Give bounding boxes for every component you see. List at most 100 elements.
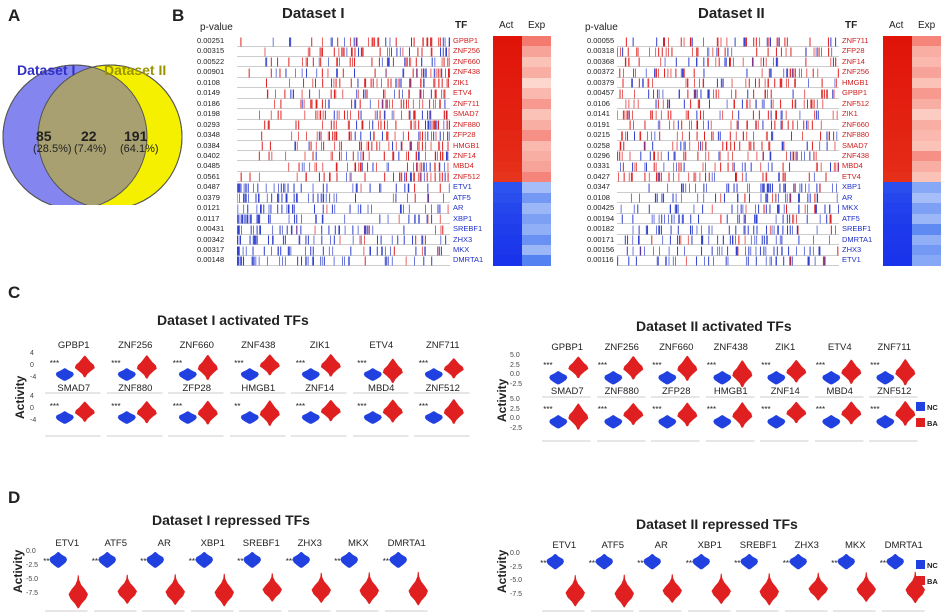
violin-ba — [262, 573, 282, 602]
pvalue-cell: 0.00372 — [587, 67, 615, 77]
violin-tf-label: ZFP28 — [182, 383, 211, 394]
venn-count-overlap: 22 — [81, 128, 97, 144]
violin-nc — [876, 371, 895, 385]
violin-nc — [712, 371, 731, 385]
act-cell — [493, 255, 522, 267]
tf-name: ATF5 — [842, 213, 860, 223]
violin-nc — [301, 368, 320, 381]
act-cell — [493, 140, 522, 152]
act-cell — [883, 88, 912, 100]
barcode-strip — [617, 225, 839, 235]
violin-plot — [705, 402, 754, 442]
y-tick-label: 4 — [30, 393, 34, 400]
significance-label: *** — [140, 557, 150, 566]
violin-plot — [336, 552, 379, 612]
barcode-strip — [617, 193, 839, 203]
barcode-strip — [237, 99, 450, 109]
violin-ba — [565, 575, 585, 607]
tf-name: ZHX3 — [453, 234, 473, 244]
tf-name: ZNF660 — [453, 56, 481, 66]
tf-name: ETV1 — [842, 255, 861, 265]
violin-plot — [142, 552, 185, 612]
pvalue-cell: 0.0331 — [587, 161, 610, 171]
violin-plot — [45, 401, 101, 437]
violin-ba — [136, 401, 157, 424]
tf-name: GPBP1 — [842, 88, 868, 98]
pvalue-cell: 0.00522 — [197, 56, 225, 66]
violin-tf-label: GPBP1 — [57, 340, 90, 351]
violin-tf-label: ATF5 — [104, 538, 128, 549]
significance-label: *** — [172, 359, 183, 368]
barcode-strip — [237, 204, 450, 214]
violin-plot — [705, 360, 754, 398]
y-tick-label: 2.5 — [510, 361, 520, 369]
tf-name: SREBF1 — [842, 224, 872, 234]
violin-nc — [424, 368, 443, 381]
violin-nc — [240, 368, 259, 381]
barcode-strip — [617, 256, 839, 266]
violin-nc — [55, 411, 74, 424]
exp-cell — [522, 109, 551, 121]
violin-nc — [98, 552, 116, 568]
violin-nc — [767, 415, 786, 429]
panel-letter-b: B — [172, 6, 185, 25]
barcode-strip — [617, 37, 839, 47]
violin-plot — [229, 354, 285, 394]
exp-cell — [912, 36, 941, 47]
violin-ba — [711, 573, 731, 604]
tf-name: ZNF512 — [842, 98, 870, 108]
y-tick-label: -4 — [30, 374, 37, 381]
venn-diagram — [2, 64, 183, 205]
y-tick-label: -7.5 — [510, 590, 523, 598]
exp-cell — [522, 56, 551, 68]
violin-tf-label: ETV4 — [827, 342, 852, 353]
violin-tf-label: ZHX3 — [297, 538, 322, 549]
barcode-strip — [237, 89, 450, 99]
violin-tf-label: ZNF14 — [770, 386, 800, 397]
venn-label-dataset-1: Dataset I — [17, 62, 76, 78]
violin-ba — [311, 572, 331, 603]
violin-plot — [814, 359, 863, 398]
violin-plot — [190, 552, 234, 612]
significance-label: *** — [685, 559, 696, 568]
violin-tf-label: ETV1 — [55, 538, 80, 549]
violin-plot — [542, 403, 591, 442]
significance-label: *** — [543, 361, 553, 370]
tf-name: MBD4 — [453, 161, 474, 171]
significance-label: *** — [782, 559, 793, 568]
violin-plot — [414, 399, 470, 437]
pvalue-cell: 0.0121 — [197, 203, 220, 213]
act-cell — [493, 56, 522, 68]
violin-plot — [542, 356, 591, 398]
pvalue-cell: 0.00425 — [587, 203, 615, 213]
y-axis-label: Activity — [13, 375, 27, 419]
tf-name: AR — [453, 203, 464, 213]
panel-letter-c: C — [8, 283, 21, 302]
violin-tf-label: ETV1 — [552, 540, 577, 551]
barcode-strip — [237, 57, 450, 68]
tf-name: SREBF1 — [453, 224, 483, 234]
act-cell — [493, 77, 522, 89]
violin-plot — [168, 400, 224, 437]
violin-tf-label: ZNF660 — [179, 340, 214, 351]
venn-label-dataset-2: Dataset II — [104, 62, 167, 78]
tf-name: MKX — [842, 203, 859, 213]
violin-plot — [814, 401, 863, 442]
tf-name: ZNF256 — [453, 46, 481, 56]
exp-cell — [522, 46, 551, 58]
exp-cell — [912, 234, 941, 246]
violin-nc — [243, 552, 261, 568]
exp-cell — [522, 171, 551, 183]
violin-plot — [784, 554, 828, 612]
violin-tf-label: ETV4 — [369, 340, 394, 351]
pvalue-cell: 0.0348 — [197, 130, 220, 140]
violin-plot — [352, 358, 408, 394]
violin-nc — [692, 554, 710, 570]
act-cell — [493, 109, 522, 121]
pvalue-cell: 0.0149 — [197, 88, 220, 98]
violin-ba — [731, 402, 752, 428]
violin-ba — [214, 573, 234, 607]
violin-nc — [195, 552, 213, 568]
pvalue-cell: 0.0191 — [587, 119, 610, 129]
violin-ba — [74, 355, 95, 378]
